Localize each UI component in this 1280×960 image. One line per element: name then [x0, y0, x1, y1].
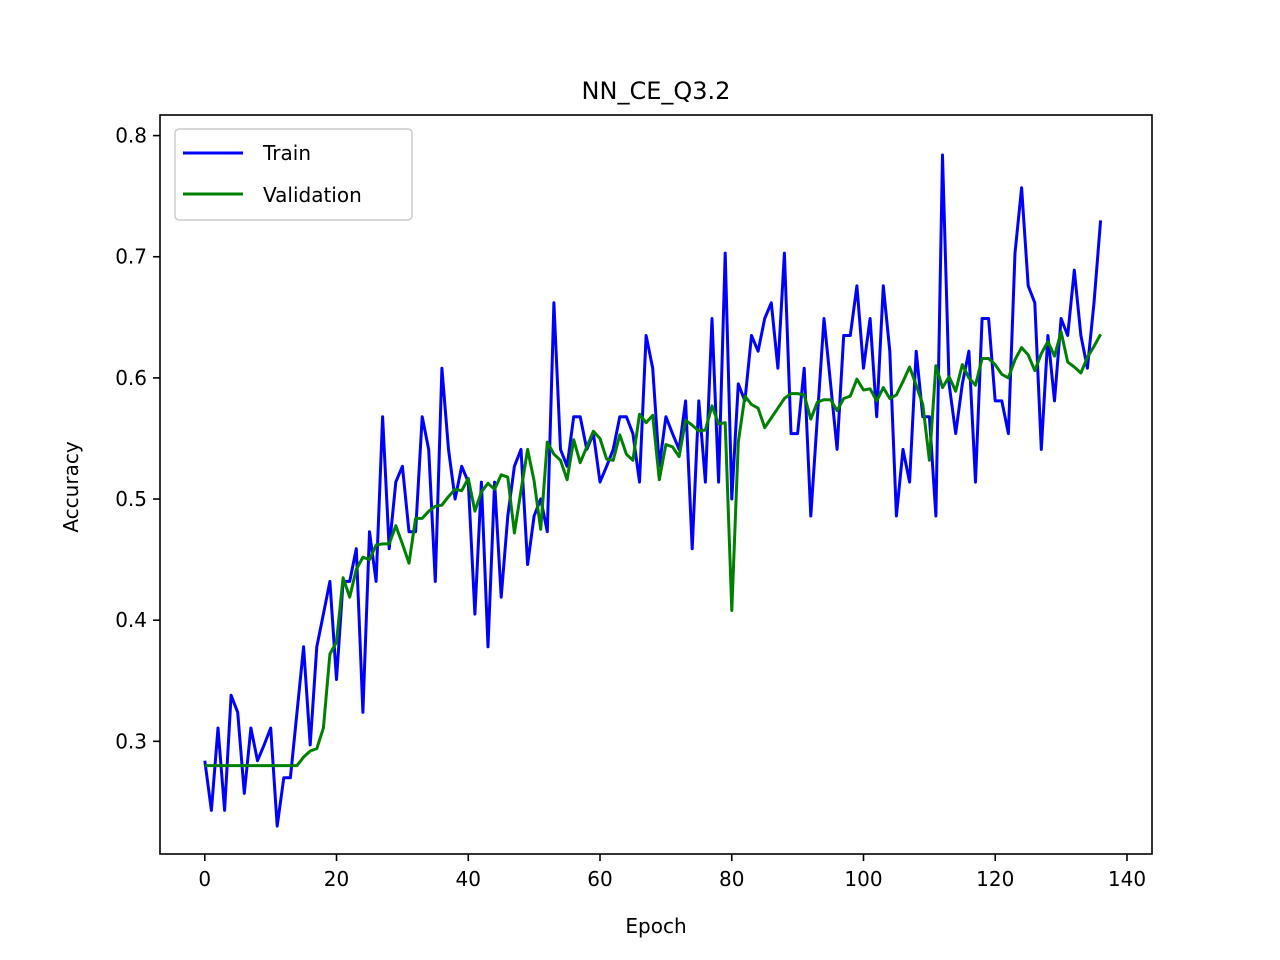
- y-tick-label: 0.8: [115, 124, 147, 148]
- series-line-train: [203, 153, 1103, 828]
- y-tick-label: 0.4: [115, 608, 147, 632]
- x-tick-label: 20: [324, 867, 349, 891]
- x-axis-label: Epoch: [625, 914, 686, 938]
- x-tick-label: 40: [456, 867, 481, 891]
- y-axis-label: Accuracy: [59, 441, 83, 532]
- y-tick-label: 0.7: [115, 245, 147, 269]
- y-tick-label: 0.6: [115, 366, 147, 390]
- axes-frame: [159, 114, 1153, 855]
- y-tick-label: 0.5: [115, 487, 147, 511]
- legend-label-train: Train: [262, 141, 311, 165]
- series-line-validation: [204, 330, 1102, 768]
- x-tick-label: 0: [198, 867, 211, 891]
- legend-label-validation: Validation: [263, 183, 362, 207]
- y-tick-label: 0.3: [115, 729, 147, 753]
- chart-title: NN_CE_Q3.2: [582, 77, 731, 105]
- x-axis: 0 20 40 60 80 100 120 140: [198, 854, 1146, 891]
- x-tick-label: 80: [719, 867, 744, 891]
- x-tick-label: 120: [976, 867, 1014, 891]
- x-tick-label: 140: [1108, 867, 1146, 891]
- legend: Train Validation: [174, 128, 413, 221]
- x-tick-label: 100: [844, 867, 882, 891]
- y-axis: 0.3 0.4 0.5 0.6 0.7 0.8: [115, 124, 160, 753]
- x-tick-label: 60: [587, 867, 612, 891]
- plot-area: [159, 114, 1153, 855]
